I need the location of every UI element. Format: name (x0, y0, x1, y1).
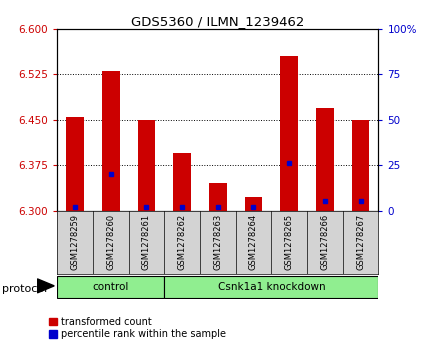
Bar (280, 56, 298, 211)
Polygon shape (37, 279, 54, 293)
Text: control: control (92, 282, 129, 291)
Bar (138, 120, 155, 211)
Text: GSM1278264: GSM1278264 (249, 214, 258, 270)
Text: GSM1278267: GSM1278267 (356, 214, 365, 270)
Bar (352, 120, 370, 211)
Bar (209, 183, 227, 211)
Bar (245, 197, 262, 211)
Text: GSM1278263: GSM1278263 (213, 214, 222, 270)
Bar (66, 117, 84, 211)
Bar (102, 72, 120, 211)
Text: GSM1278266: GSM1278266 (320, 214, 330, 270)
Text: protocol: protocol (2, 284, 48, 294)
Legend: transformed count, percentile rank within the sample: transformed count, percentile rank withi… (49, 317, 226, 339)
Title: GDS5360 / ILMN_1239462: GDS5360 / ILMN_1239462 (131, 15, 304, 28)
Text: GSM1278265: GSM1278265 (285, 214, 293, 270)
Text: GSM1278262: GSM1278262 (178, 214, 187, 270)
Bar (164, 276, 378, 298)
Text: GSM1278261: GSM1278261 (142, 214, 151, 270)
Text: Csnk1a1 knockdown: Csnk1a1 knockdown (217, 282, 325, 291)
Bar (57, 276, 164, 298)
Bar (316, 108, 334, 211)
Text: GSM1278260: GSM1278260 (106, 214, 115, 270)
Text: GSM1278259: GSM1278259 (70, 214, 80, 270)
Bar (173, 153, 191, 211)
